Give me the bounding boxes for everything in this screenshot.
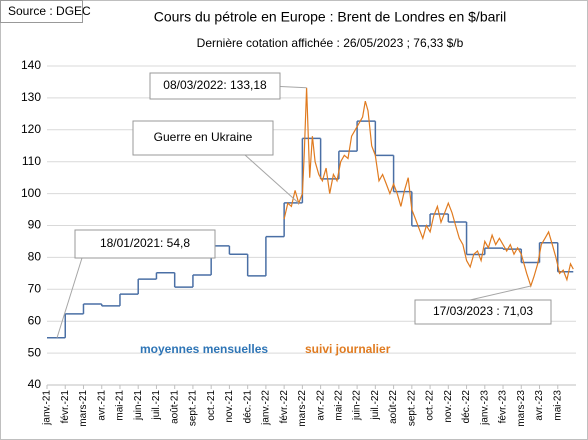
y-tick-label: 110 — [22, 154, 41, 168]
source-box — [0, 0, 83, 23]
annotation-box — [74, 229, 216, 259]
chart-title: Cours du pétrole en Europe : Brent de Lo… — [154, 9, 507, 25]
x-tick-label: juin-21 — [133, 390, 144, 421]
x-tick-label: oct.-21 — [206, 390, 217, 421]
y-tick-label: 120 — [21, 122, 41, 136]
x-tick-label: janv.-21 — [42, 390, 53, 426]
x-tick-label: juil.-22 — [370, 390, 381, 421]
x-tick-label: mai-22 — [334, 390, 345, 421]
x-tick-label: mars-22 — [297, 390, 308, 427]
chart-subtitle: Dernière cotation affichée : 26/05/2023 … — [197, 36, 464, 50]
legend-label: suivi journalier — [305, 342, 391, 356]
y-tick-label: 90 — [28, 218, 42, 232]
annotation: 08/03/2022: 133,18 — [163, 78, 267, 92]
x-tick-label: juin-22 — [352, 390, 363, 421]
x-tick-label: mai-23 — [552, 390, 563, 421]
x-tick-label: déc.-21 — [242, 390, 253, 424]
x-tick-label: mars-21 — [78, 390, 89, 427]
annotation: 18/01/2021: 54,8 — [100, 236, 190, 250]
annotation-leader — [469, 285, 531, 301]
x-tick-label: nov.-21 — [224, 390, 235, 423]
x-tick-label: sept.-21 — [188, 390, 199, 427]
x-tick-label: janv.-22 — [261, 390, 272, 426]
x-tick-label: nov.-22 — [443, 390, 454, 423]
legend-label: moyennes mensuelles — [140, 342, 268, 356]
x-tick-label: avr.-21 — [96, 390, 107, 421]
x-tick-label: août-22 — [388, 390, 399, 424]
x-tick-label: août-21 — [169, 390, 180, 424]
annotation-box — [132, 120, 274, 156]
y-tick-label: 80 — [28, 250, 42, 264]
y-tick-label: 40 — [28, 377, 42, 391]
y-tick-label: 60 — [28, 313, 42, 327]
x-tick-label: févr.-21 — [60, 390, 71, 424]
source: Source : DGEC — [8, 4, 91, 18]
x-tick-label: mai-21 — [115, 390, 126, 421]
y-tick-label: 50 — [28, 345, 42, 359]
annotation-box — [414, 299, 552, 325]
x-tick-label: sept.-22 — [406, 390, 417, 427]
x-tick-label: déc.-22 — [461, 390, 472, 424]
x-tick-label: oct.-22 — [425, 390, 436, 421]
x-tick-label: juil.-21 — [151, 390, 162, 421]
annotation-leader — [244, 154, 300, 204]
y-tick-label: 70 — [28, 281, 42, 295]
x-tick-label: févr.-23 — [498, 390, 509, 424]
annotation-leader — [56, 257, 83, 338]
x-tick-label: avr.-23 — [534, 390, 545, 421]
x-tick-label: avr.-22 — [315, 390, 326, 421]
y-tick-label: 100 — [21, 186, 41, 200]
annotation: Guerre en Ukraine — [154, 130, 253, 144]
annotation-box — [149, 72, 281, 100]
x-tick-label: mars-23 — [516, 390, 527, 427]
x-tick-label: janv.-23 — [479, 390, 490, 426]
y-tick-label: 140 — [21, 58, 41, 72]
y-tick-label: 130 — [21, 90, 41, 104]
daily-line — [283, 87, 574, 288]
x-tick-label: févr.-22 — [279, 390, 290, 424]
annotation: 17/03/2023 : 71,03 — [433, 304, 533, 318]
